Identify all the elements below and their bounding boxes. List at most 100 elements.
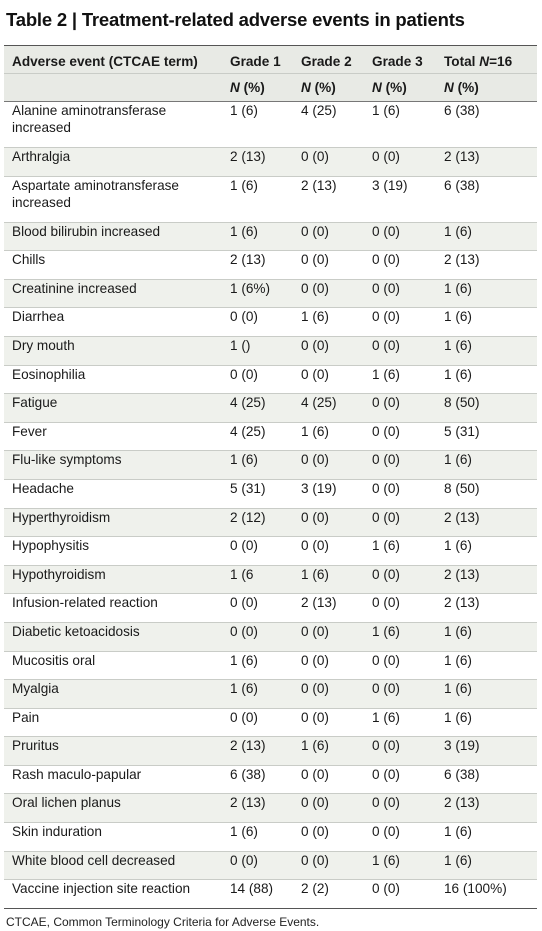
- table-row: Aspartate aminotransferase increased 1 (6…: [4, 176, 537, 223]
- cell-grade-1: 2 (13): [222, 147, 293, 177]
- table-row: Blood bilirubin increased 1 (6) 0 (0) 0 (0)…: [4, 222, 537, 252]
- cell-grade-1: 2 (13): [222, 250, 293, 280]
- cell-grade-2: 0 (0): [293, 147, 364, 177]
- cell-grade-3: 1 (6): [364, 622, 436, 652]
- cell-adverse-event: Mucositis oral: [4, 651, 222, 681]
- cell-grade-1: 0 (0): [222, 536, 293, 566]
- cell-grade-2: 0 (0): [293, 365, 364, 395]
- header-total-n: N: [479, 54, 490, 69]
- subheader-pct: (%): [381, 80, 407, 95]
- cell-grade-2: 1 (6): [293, 307, 364, 337]
- table-header: Adverse event (CTCAE term) Grade 1 Grade…: [4, 45, 537, 102]
- cell-adverse-event: Arthralgia: [4, 147, 222, 177]
- cell-grade-1: 2 (12): [222, 508, 293, 538]
- cell-total: 1 (6): [436, 307, 537, 337]
- cell-total: 2 (13): [436, 565, 537, 595]
- cell-grade-2: 3 (19): [293, 479, 364, 509]
- cell-total: 1 (6): [436, 622, 537, 652]
- cell-grade-3: 0 (0): [364, 879, 436, 909]
- cell-grade-3: 1 (6): [364, 536, 436, 566]
- cell-adverse-event: Skin induration: [4, 822, 222, 852]
- cell-adverse-event: Pruritus: [4, 736, 222, 766]
- cell-grade-3: 0 (0): [364, 250, 436, 280]
- cell-total: 6 (38): [436, 176, 537, 223]
- cell-grade-2: 2 (13): [293, 176, 364, 223]
- subheader-grade-1: N (%): [222, 73, 293, 102]
- table-row: Mucositis oral 1 (6) 0 (0) 0 (0) 1 (6): [4, 651, 537, 681]
- table-row: Diabetic ketoacidosis 0 (0) 0 (0) 1 (6) 1 (6…: [4, 622, 537, 652]
- cell-total: 2 (13): [436, 508, 537, 538]
- cell-total: 1 (6): [436, 851, 537, 881]
- header-adverse-event: Adverse event (CTCAE term): [4, 45, 222, 74]
- subheader-blank: [4, 73, 222, 102]
- cell-adverse-event: Fever: [4, 422, 222, 452]
- cell-adverse-event: Diarrhea: [4, 307, 222, 337]
- cell-grade-1: 1 (6): [222, 222, 293, 252]
- cell-grade-1: 1 (6%): [222, 279, 293, 309]
- cell-total: 6 (38): [436, 765, 537, 795]
- cell-total: 2 (13): [436, 793, 537, 824]
- cell-grade-1: 0 (0): [222, 708, 293, 738]
- cell-grade-2: 0 (0): [293, 622, 364, 652]
- cell-adverse-event: Diabetic ketoacidosis: [4, 622, 222, 652]
- cell-grade-2: 4 (25): [293, 101, 364, 148]
- table-footnote: CTCAE, Common Terminology Criteria for A…: [6, 915, 320, 929]
- table-row: Infusion-related reaction 0 (0) 2 (13) 0 (0…: [4, 593, 537, 623]
- cell-grade-1: 0 (0): [222, 851, 293, 881]
- cell-grade-3: 0 (0): [364, 450, 436, 480]
- table-row: Creatinine increased 1 (6%) 0 (0) 0 (0) 1 (6…: [4, 279, 537, 309]
- cell-grade-2: 0 (0): [293, 765, 364, 795]
- table-row: Arthralgia 2 (13) 0 (0) 0 (0) 2 (13): [4, 147, 537, 177]
- cell-grade-1: 0 (0): [222, 593, 293, 623]
- header-grade-3: Grade 3: [364, 45, 436, 74]
- cell-grade-2: 1 (6): [293, 736, 364, 766]
- header-grade-1: Grade 1: [222, 45, 293, 74]
- cell-grade-2: 0 (0): [293, 508, 364, 538]
- table-row: White blood cell decreased 0 (0) 0 (0) 1 (6…: [4, 851, 537, 881]
- cell-total: 2 (13): [436, 593, 537, 623]
- cell-total: 6 (38): [436, 101, 537, 148]
- cell-grade-3: 1 (6): [364, 851, 436, 881]
- header-total: Total N=16: [436, 45, 537, 74]
- cell-grade-1: 1 (6): [222, 176, 293, 223]
- cell-grade-2: 0 (0): [293, 708, 364, 738]
- cell-total: 1 (6): [436, 279, 537, 309]
- cell-grade-2: 0 (0): [293, 851, 364, 881]
- cell-adverse-event: White blood cell decreased: [4, 851, 222, 881]
- subheader-total: N (%): [436, 73, 537, 102]
- cell-grade-3: 0 (0): [364, 393, 436, 423]
- cell-total: 1 (6): [436, 336, 537, 366]
- table-row: Myalgia 1 (6) 0 (0) 0 (0) 1 (6): [4, 679, 537, 709]
- cell-grade-3: 0 (0): [364, 822, 436, 852]
- cell-adverse-event: Eosinophilia: [4, 365, 222, 395]
- cell-grade-3: 0 (0): [364, 565, 436, 595]
- cell-grade-1: 1 (): [222, 336, 293, 366]
- cell-adverse-event: Pain: [4, 708, 222, 738]
- table-body: Alanine aminotransferase increased 1 (6) 4…: [4, 101, 537, 909]
- cell-grade-1: 1 (6): [222, 679, 293, 709]
- cell-grade-1: 0 (0): [222, 307, 293, 337]
- cell-grade-1: 1 (6): [222, 822, 293, 852]
- cell-grade-1: 1 (6): [222, 101, 293, 148]
- cell-grade-2: 1 (6): [293, 422, 364, 452]
- cell-total: 5 (31): [436, 422, 537, 452]
- table-row: Vaccine injection site reaction 14 (88) 2 …: [4, 879, 537, 909]
- cell-grade-2: 0 (0): [293, 279, 364, 309]
- subheader-pct: (%): [453, 80, 479, 95]
- cell-adverse-event: Infusion-related reaction: [4, 593, 222, 623]
- cell-total: 1 (6): [436, 450, 537, 480]
- cell-total: 1 (6): [436, 536, 537, 566]
- cell-grade-1: 6 (38): [222, 765, 293, 795]
- table-row: Chills 2 (13) 0 (0) 0 (0) 2 (13): [4, 250, 537, 280]
- cell-grade-3: 0 (0): [364, 422, 436, 452]
- subheader-n: N: [372, 80, 382, 95]
- cell-grade-2: 0 (0): [293, 536, 364, 566]
- cell-grade-3: 0 (0): [364, 736, 436, 766]
- cell-grade-3: 0 (0): [364, 651, 436, 681]
- table-row: Skin induration 1 (6) 0 (0) 0 (0) 1 (6): [4, 822, 537, 852]
- cell-grade-2: 2 (2): [293, 879, 364, 909]
- cell-adverse-event: Myalgia: [4, 679, 222, 709]
- cell-total: 1 (6): [436, 708, 537, 738]
- cell-grade-3: 1 (6): [364, 708, 436, 738]
- cell-grade-1: 2 (13): [222, 793, 293, 824]
